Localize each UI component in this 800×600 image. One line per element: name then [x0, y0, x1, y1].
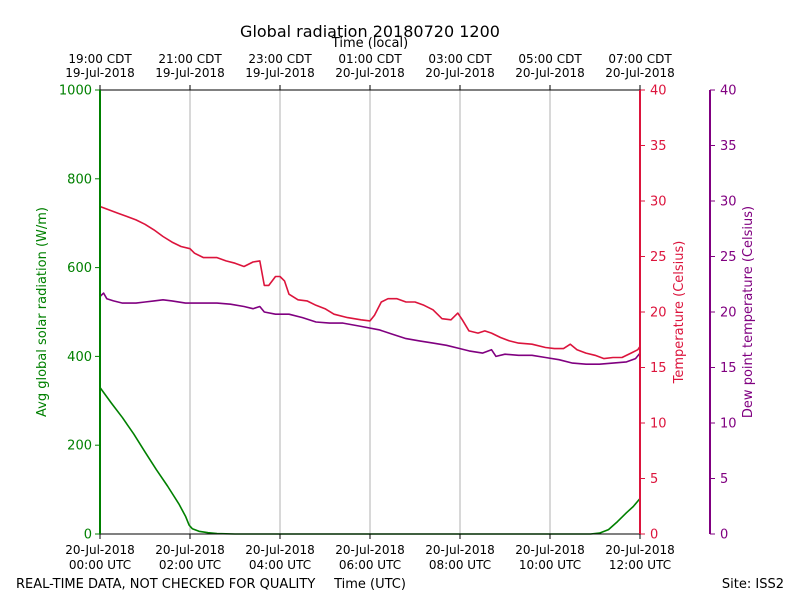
bottom-tick-date: 20-Jul-2018 — [605, 543, 675, 557]
bottom-tick-date: 20-Jul-2018 — [155, 543, 225, 557]
dewpoint-tick-label: 40 — [720, 84, 737, 99]
bottom-tick-time: 12:00 UTC — [609, 558, 671, 572]
top-tick-time: 03:00 CDT — [428, 52, 492, 66]
temperature-tick-label: 40 — [650, 84, 667, 99]
dewpoint-tick-label: 30 — [720, 195, 737, 210]
top-tick-date: 19-Jul-2018 — [65, 66, 135, 80]
bottom-tick-time: 02:00 UTC — [159, 558, 221, 572]
dewpoint-tick-label: 15 — [720, 361, 737, 376]
temperature-tick-label: 25 — [650, 250, 667, 265]
dewpoint-tick-label: 25 — [720, 250, 737, 265]
dewpoint-tick-label: 5 — [720, 472, 728, 487]
bottom-tick-date: 20-Jul-2018 — [335, 543, 405, 557]
top-tick-date: 20-Jul-2018 — [515, 66, 585, 80]
left-tick-label: 0 — [84, 528, 92, 543]
footer-quality-note: REAL-TIME DATA, NOT CHECKED FOR QUALITY — [16, 577, 315, 592]
temperature-tick-label: 30 — [650, 195, 667, 210]
dewpoint-tick-label: 0 — [720, 528, 728, 543]
top-tick-date: 20-Jul-2018 — [425, 66, 495, 80]
left-tick-label: 800 — [67, 172, 92, 187]
bottom-tick-time: 04:00 UTC — [249, 558, 311, 572]
top-tick-date: 20-Jul-2018 — [605, 66, 675, 80]
top-tick-time: 19:00 CDT — [68, 52, 132, 66]
left-tick-label: 600 — [67, 261, 92, 276]
bottom-tick-date: 20-Jul-2018 — [425, 543, 495, 557]
temperature-tick-label: 5 — [650, 472, 658, 487]
temperature-tick-label: 35 — [650, 139, 667, 154]
top-tick-time: 01:00 CDT — [338, 52, 402, 66]
top-axis-label: Time (local) — [331, 36, 408, 51]
series-line-right1 — [99, 205, 641, 360]
vertical-gridlines — [189, 90, 551, 534]
temperature-axis-label: Temperature (Celsius) — [672, 241, 687, 385]
left-tick-label: 400 — [67, 350, 92, 365]
top-tick-time: 21:00 CDT — [158, 52, 222, 66]
temperature-tick-label: 20 — [650, 306, 667, 321]
x-axis-label: Time (UTC) — [333, 577, 406, 592]
dewpoint-tick-label: 20 — [720, 306, 737, 321]
temperature-tick-label: 15 — [650, 361, 667, 376]
top-tick-time: 05:00 CDT — [518, 52, 582, 66]
dewpoint-tick-label: 10 — [720, 417, 737, 432]
bottom-tick-time: 10:00 UTC — [519, 558, 581, 572]
bottom-tick-time: 00:00 UTC — [69, 558, 131, 572]
series-line-right2 — [99, 292, 641, 365]
chart-title: Global radiation 20180720 1200 — [240, 22, 500, 41]
bottom-tick-date: 20-Jul-2018 — [245, 543, 315, 557]
bottom-tick-date: 20-Jul-2018 — [515, 543, 585, 557]
footer-site: Site: ISS2 — [722, 577, 784, 592]
temperature-tick-label: 10 — [650, 417, 667, 432]
left-axis-label: Avg global solar radiation (W/m) — [35, 207, 50, 417]
top-tick-time: 23:00 CDT — [248, 52, 312, 66]
left-tick-label: 1000 — [59, 84, 92, 99]
bottom-tick-date: 20-Jul-2018 — [65, 543, 135, 557]
top-tick-date: 20-Jul-2018 — [335, 66, 405, 80]
bottom-tick-time: 08:00 UTC — [429, 558, 491, 572]
dewpoint-axis-label: Dew point temperature (Celsius) — [741, 206, 756, 418]
left-tick-label: 200 — [67, 439, 92, 454]
top-tick-time: 07:00 CDT — [608, 52, 672, 66]
temperature-tick-label: 0 — [650, 528, 658, 543]
bottom-tick-time: 06:00 UTC — [339, 558, 401, 572]
top-tick-date: 19-Jul-2018 — [245, 66, 315, 80]
axes-group — [99, 89, 711, 535]
dewpoint-tick-label: 35 — [720, 139, 737, 154]
top-tick-date: 19-Jul-2018 — [155, 66, 225, 80]
